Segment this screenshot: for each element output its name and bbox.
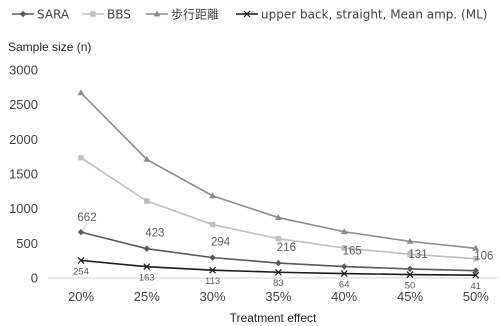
data-point	[407, 266, 413, 272]
data-label: 50	[405, 281, 416, 292]
data-label: 131	[408, 249, 427, 261]
data-point	[341, 263, 347, 269]
data-label: 113	[205, 276, 220, 287]
legend-label: SARA	[37, 8, 70, 22]
data-labels: 662 423 294 216 165 131 106 254 163 113 83 64 50 41	[73, 212, 493, 292]
legend-label: upper back, straight, Mean amp. (ML)	[261, 8, 487, 22]
legend-marker	[20, 11, 26, 17]
x-tick-label: 30%	[200, 289, 226, 304]
y-tick-label: 3000	[9, 63, 38, 78]
y-tick-label: 1000	[9, 201, 38, 216]
label-leader-line	[82, 223, 87, 231]
data-label: 216	[277, 242, 296, 254]
data-point	[144, 198, 149, 203]
data-label: 64	[339, 280, 350, 291]
series-2	[78, 89, 480, 250]
x-axis-title: Treatment effect	[230, 311, 317, 325]
data-label: 106	[474, 251, 493, 263]
data-label: 41	[471, 281, 482, 292]
y-tick-label: 500	[16, 236, 38, 251]
data-point	[209, 254, 215, 260]
legend-item: upper back, straight, Mean amp. (ML)	[236, 8, 487, 22]
legend-item: BBS	[82, 8, 131, 22]
y-axis: 0 500 1000 1500 2000 2500 3000	[9, 63, 38, 286]
y-tick-label: 0	[31, 271, 38, 286]
data-label: 662	[77, 212, 96, 224]
data-point	[210, 222, 215, 227]
legend-item: 歩行距離	[146, 7, 219, 22]
data-label: 423	[145, 228, 164, 240]
data-label: 163	[139, 273, 155, 284]
y-tick-label: 1500	[9, 167, 38, 182]
legend-label: 歩行距離	[171, 7, 219, 22]
x-tick-label: 25%	[134, 289, 160, 304]
data-label: 83	[273, 278, 284, 289]
legend-marker	[90, 11, 95, 16]
legend-item: SARA	[12, 8, 70, 22]
data-label: 294	[211, 237, 231, 249]
data-label: 165	[343, 246, 362, 258]
data-point	[276, 236, 281, 241]
data-point	[144, 245, 150, 251]
y-tick-label: 2500	[9, 97, 38, 112]
y-axis-title: Sample size (n)	[8, 40, 91, 54]
data-point	[78, 155, 83, 160]
x-tick-label: 40%	[331, 289, 357, 304]
data-point	[78, 89, 85, 95]
y-tick-label: 2000	[9, 132, 38, 147]
data-label: 254	[73, 266, 89, 277]
series-line	[81, 93, 476, 248]
legend: SARA BBS 歩行距離 upper back, straight, Mean am…	[12, 7, 487, 22]
data-point	[275, 260, 281, 266]
x-tick-label: 20%	[68, 289, 94, 304]
legend-label: BBS	[107, 8, 131, 22]
x-tick-label: 35%	[265, 289, 291, 304]
